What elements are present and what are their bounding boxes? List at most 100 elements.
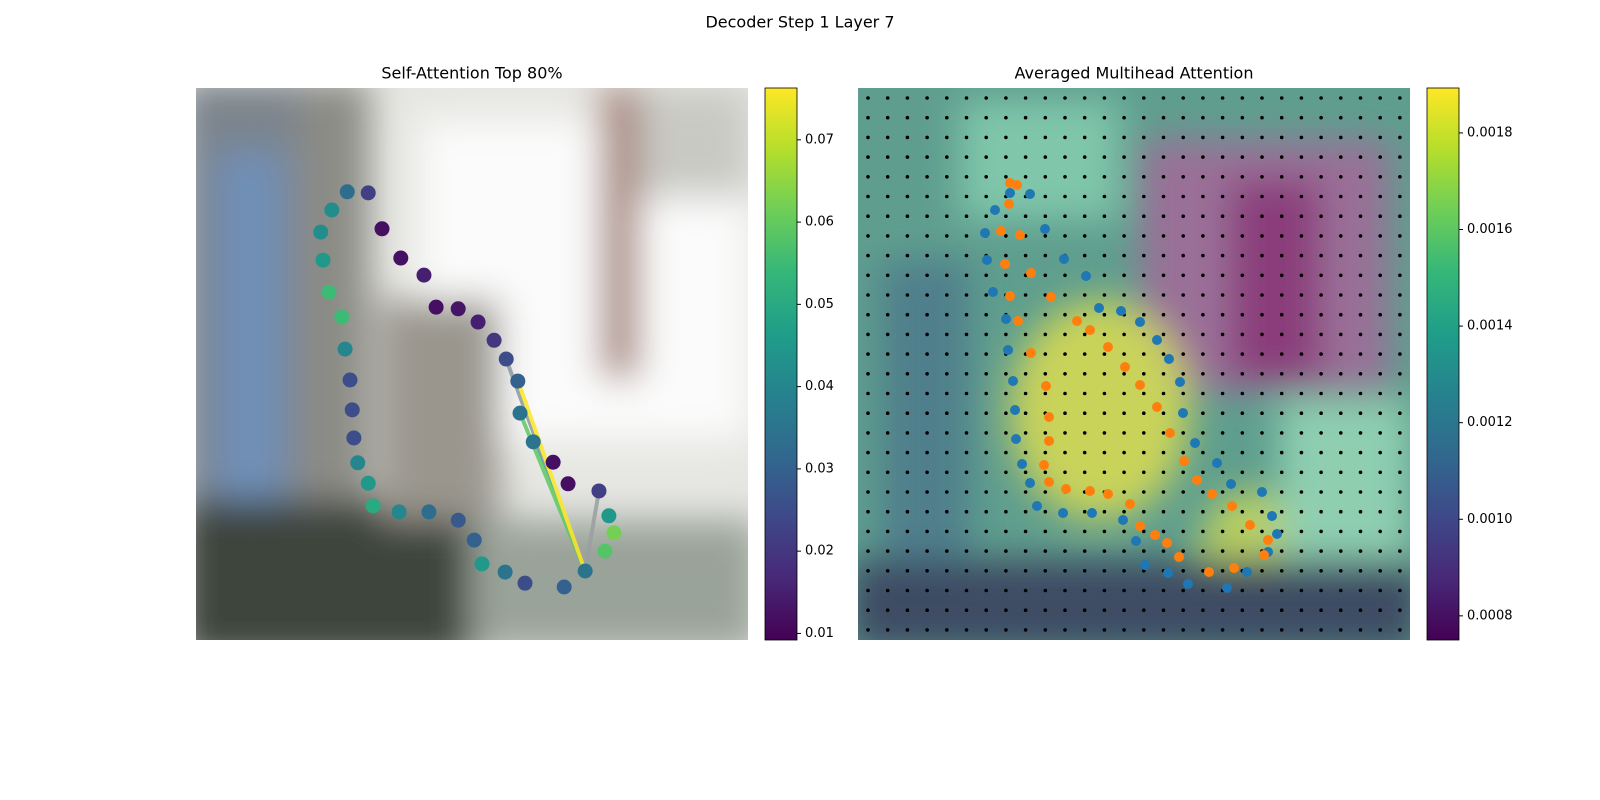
grid-dot <box>1043 470 1048 475</box>
grid-dot <box>1220 293 1225 297</box>
point <box>321 284 337 300</box>
grid-dot <box>866 411 870 416</box>
grid-dot <box>1319 470 1323 475</box>
grid-dot <box>1122 155 1126 159</box>
grid-dot <box>1161 391 1166 396</box>
grid-dot <box>1102 608 1107 612</box>
grid-dot <box>1240 628 1245 632</box>
point <box>497 564 513 580</box>
point <box>1212 458 1222 468</box>
grid-dot <box>1240 332 1245 337</box>
grid-dot <box>885 234 890 238</box>
grid-dot <box>1043 214 1048 218</box>
grid-dot <box>1378 372 1382 376</box>
grid-dot <box>1161 115 1166 120</box>
grid-dot <box>866 253 870 258</box>
grid-dot <box>1102 549 1107 553</box>
grid-dot <box>1082 450 1087 455</box>
grid-dot <box>1319 529 1323 534</box>
grid-dot <box>1398 312 1402 317</box>
grid-dot <box>964 293 969 297</box>
point <box>1026 348 1036 358</box>
grid-dot <box>1398 135 1402 140</box>
grid-dot <box>1299 549 1304 553</box>
grid-dot <box>1279 115 1284 120</box>
grid-dot <box>984 352 988 356</box>
grid-dot <box>925 608 929 612</box>
grid-dot <box>945 293 949 297</box>
grid-dot <box>1319 391 1323 396</box>
grid-dot <box>1102 569 1107 573</box>
point <box>545 454 561 470</box>
grid-dot <box>1102 431 1107 435</box>
grid-dot <box>1161 529 1166 534</box>
grid-dot <box>1181 332 1185 337</box>
grid-dot <box>1063 470 1067 475</box>
grid-dot <box>964 332 969 337</box>
grid-dot <box>1299 372 1304 376</box>
grid-dot <box>1122 194 1126 199</box>
grid-dot <box>1319 312 1323 317</box>
grid-dot <box>1004 214 1008 218</box>
grid-dot <box>1161 96 1166 100</box>
grid-dot <box>1260 234 1264 238</box>
grid-dot <box>905 155 910 159</box>
grid-dot <box>885 332 890 337</box>
grid-dot <box>885 431 890 435</box>
grid-dot <box>925 431 929 435</box>
grid-dot <box>945 529 949 534</box>
grid-dot <box>1004 490 1008 494</box>
point <box>1204 567 1214 577</box>
grid-dot <box>1142 490 1146 494</box>
grid-dot <box>1319 253 1323 258</box>
grid-dot <box>1161 155 1166 159</box>
grid-dot <box>1358 214 1363 218</box>
grid-dot <box>885 588 890 593</box>
grid-dot <box>905 411 910 416</box>
grid-dot <box>1319 234 1323 238</box>
grid-dot <box>1378 332 1382 337</box>
grid-dot <box>1299 588 1304 593</box>
grid-dot <box>1220 234 1225 238</box>
grid-dot <box>1122 431 1126 435</box>
grid-dot <box>964 431 969 435</box>
grid-dot <box>1181 234 1185 238</box>
grid-dot <box>1299 155 1304 159</box>
grid-dot <box>1398 175 1402 179</box>
grid-dot <box>1142 332 1146 337</box>
grid-dot <box>1398 450 1402 455</box>
grid-dot <box>1142 391 1146 396</box>
grid-dot <box>1142 372 1146 376</box>
grid-dot <box>1063 450 1067 455</box>
grid-dot <box>1201 332 1205 337</box>
grid-dot <box>1023 253 1028 258</box>
grid-dot <box>964 372 969 376</box>
grid-dot <box>945 450 949 455</box>
grid-dot <box>1339 549 1343 553</box>
grid-dot <box>1339 253 1343 258</box>
grid-dot <box>1398 273 1402 278</box>
grid-dot <box>1299 175 1304 179</box>
grid-dot <box>984 135 988 140</box>
grid-dot <box>964 490 969 494</box>
grid-dot <box>1220 569 1225 573</box>
grid-dot <box>1240 352 1245 356</box>
grid-dot <box>866 549 870 553</box>
grid-dot <box>925 450 929 455</box>
point <box>1015 230 1025 240</box>
grid-dot <box>925 214 929 218</box>
grid-dot <box>1220 312 1225 317</box>
grid-dot <box>1043 273 1048 278</box>
grid-dot <box>1240 273 1245 278</box>
grid-dot <box>1004 608 1008 612</box>
grid-dot <box>1339 628 1343 632</box>
colorbar-tick-label: 0.0010 <box>1467 512 1513 527</box>
grid-dot <box>964 628 969 632</box>
grid-dot <box>905 509 910 514</box>
grid-dot <box>1063 549 1067 553</box>
grid-dot <box>1260 293 1264 297</box>
grid-dot <box>964 194 969 199</box>
point <box>1103 342 1113 352</box>
grid-dot <box>905 608 910 612</box>
